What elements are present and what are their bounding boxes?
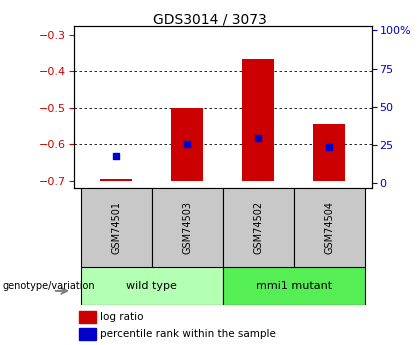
Bar <box>79 310 96 323</box>
Bar <box>81 267 223 305</box>
Point <box>113 153 119 159</box>
Bar <box>313 124 345 181</box>
Point <box>184 141 190 146</box>
Text: GSM74501: GSM74501 <box>111 201 121 254</box>
Text: GSM74503: GSM74503 <box>182 201 192 254</box>
Text: GSM74504: GSM74504 <box>324 201 334 254</box>
Text: percentile rank within the sample: percentile rank within the sample <box>100 329 276 339</box>
Bar <box>223 267 365 305</box>
Text: genotype/variation: genotype/variation <box>2 282 95 291</box>
Point <box>255 135 262 140</box>
Bar <box>223 188 294 267</box>
Point <box>326 144 333 149</box>
Text: wild type: wild type <box>126 282 177 291</box>
Bar <box>152 188 223 267</box>
Text: GSM74502: GSM74502 <box>253 201 263 254</box>
Bar <box>171 108 203 181</box>
Bar <box>242 59 274 181</box>
Text: log ratio: log ratio <box>100 312 144 322</box>
Text: GDS3014 / 3073: GDS3014 / 3073 <box>153 12 267 26</box>
Bar <box>100 179 132 181</box>
Text: mmi1 mutant: mmi1 mutant <box>255 282 332 291</box>
Bar <box>81 188 152 267</box>
Bar <box>294 188 365 267</box>
Bar <box>79 328 96 340</box>
